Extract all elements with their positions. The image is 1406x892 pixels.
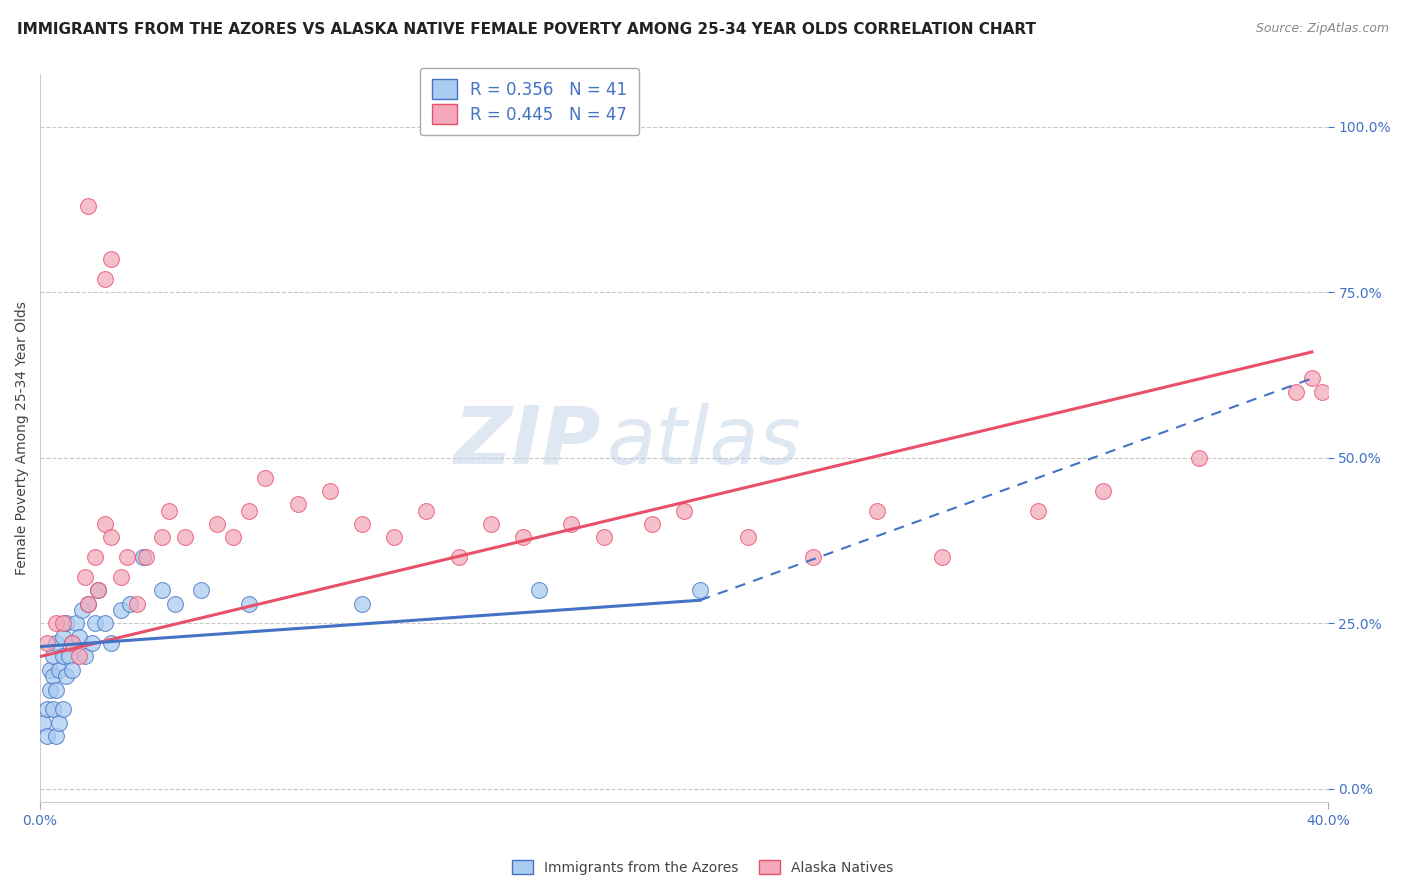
Point — [120, 597, 142, 611]
Point — [93, 616, 115, 631]
Point — [115, 550, 138, 565]
Point — [382, 530, 405, 544]
Point — [415, 504, 437, 518]
Point — [75, 649, 97, 664]
Point — [42, 649, 65, 664]
Point — [1301, 371, 1323, 385]
Point — [100, 530, 122, 544]
Text: IMMIGRANTS FROM THE AZORES VS ALASKA NATIVE FEMALE POVERTY AMONG 25-34 YEAR OLDS: IMMIGRANTS FROM THE AZORES VS ALASKA NAT… — [17, 22, 1036, 37]
Point — [77, 597, 100, 611]
Point — [83, 550, 105, 565]
Point — [93, 272, 115, 286]
Point — [527, 583, 550, 598]
Point — [48, 663, 70, 677]
Point — [641, 517, 664, 532]
Point — [152, 583, 174, 598]
Point — [1310, 384, 1333, 399]
Point — [1188, 450, 1211, 465]
Point — [60, 636, 83, 650]
Point — [38, 663, 60, 677]
Point — [42, 702, 65, 716]
Point — [52, 649, 75, 664]
Point — [1026, 504, 1049, 518]
Point — [447, 550, 470, 565]
Point — [560, 517, 582, 532]
Point — [190, 583, 212, 598]
Point — [512, 530, 534, 544]
Point — [55, 616, 77, 631]
Point — [205, 517, 228, 532]
Point — [45, 729, 67, 743]
Point — [866, 504, 889, 518]
Point — [42, 669, 65, 683]
Point — [152, 530, 174, 544]
Point — [67, 630, 90, 644]
Text: atlas: atlas — [607, 402, 801, 481]
Text: ZIP: ZIP — [453, 402, 600, 481]
Point — [222, 530, 245, 544]
Y-axis label: Female Poverty Among 25-34 Year Olds: Female Poverty Among 25-34 Year Olds — [15, 301, 30, 575]
Point — [67, 649, 90, 664]
Point — [52, 616, 75, 631]
Point — [125, 597, 148, 611]
Point — [238, 504, 260, 518]
Point — [32, 715, 55, 730]
Point — [100, 252, 122, 267]
Point — [35, 729, 58, 743]
Point — [45, 636, 67, 650]
Point — [673, 504, 696, 518]
Point — [45, 682, 67, 697]
Point — [80, 636, 103, 650]
Point — [58, 649, 80, 664]
Point — [135, 550, 157, 565]
Point — [100, 636, 122, 650]
Point — [352, 517, 374, 532]
Point — [77, 597, 100, 611]
Point — [1285, 384, 1308, 399]
Point — [77, 199, 100, 213]
Legend: Immigrants from the Azores, Alaska Natives: Immigrants from the Azores, Alaska Nativ… — [506, 855, 900, 880]
Point — [110, 603, 132, 617]
Point — [592, 530, 614, 544]
Point — [132, 550, 155, 565]
Point — [352, 597, 374, 611]
Point — [48, 715, 70, 730]
Point — [75, 570, 97, 584]
Point — [165, 597, 187, 611]
Point — [35, 636, 58, 650]
Point — [254, 471, 277, 485]
Point — [110, 570, 132, 584]
Point — [65, 616, 87, 631]
Point — [174, 530, 197, 544]
Point — [87, 583, 110, 598]
Point — [45, 616, 67, 631]
Point — [55, 669, 77, 683]
Point — [60, 636, 83, 650]
Point — [287, 497, 309, 511]
Point — [70, 603, 93, 617]
Point — [737, 530, 759, 544]
Point — [157, 504, 180, 518]
Point — [87, 583, 110, 598]
Point — [93, 517, 115, 532]
Point — [1091, 483, 1114, 498]
Point — [83, 616, 105, 631]
Text: Source: ZipAtlas.com: Source: ZipAtlas.com — [1256, 22, 1389, 36]
Point — [238, 597, 260, 611]
Point — [479, 517, 502, 532]
Legend: R = 0.356   N = 41, R = 0.445   N = 47: R = 0.356 N = 41, R = 0.445 N = 47 — [420, 68, 638, 136]
Point — [60, 663, 83, 677]
Point — [52, 702, 75, 716]
Point — [931, 550, 953, 565]
Point — [319, 483, 342, 498]
Point — [52, 630, 75, 644]
Point — [38, 682, 60, 697]
Point — [35, 702, 58, 716]
Point — [801, 550, 824, 565]
Point — [689, 583, 711, 598]
